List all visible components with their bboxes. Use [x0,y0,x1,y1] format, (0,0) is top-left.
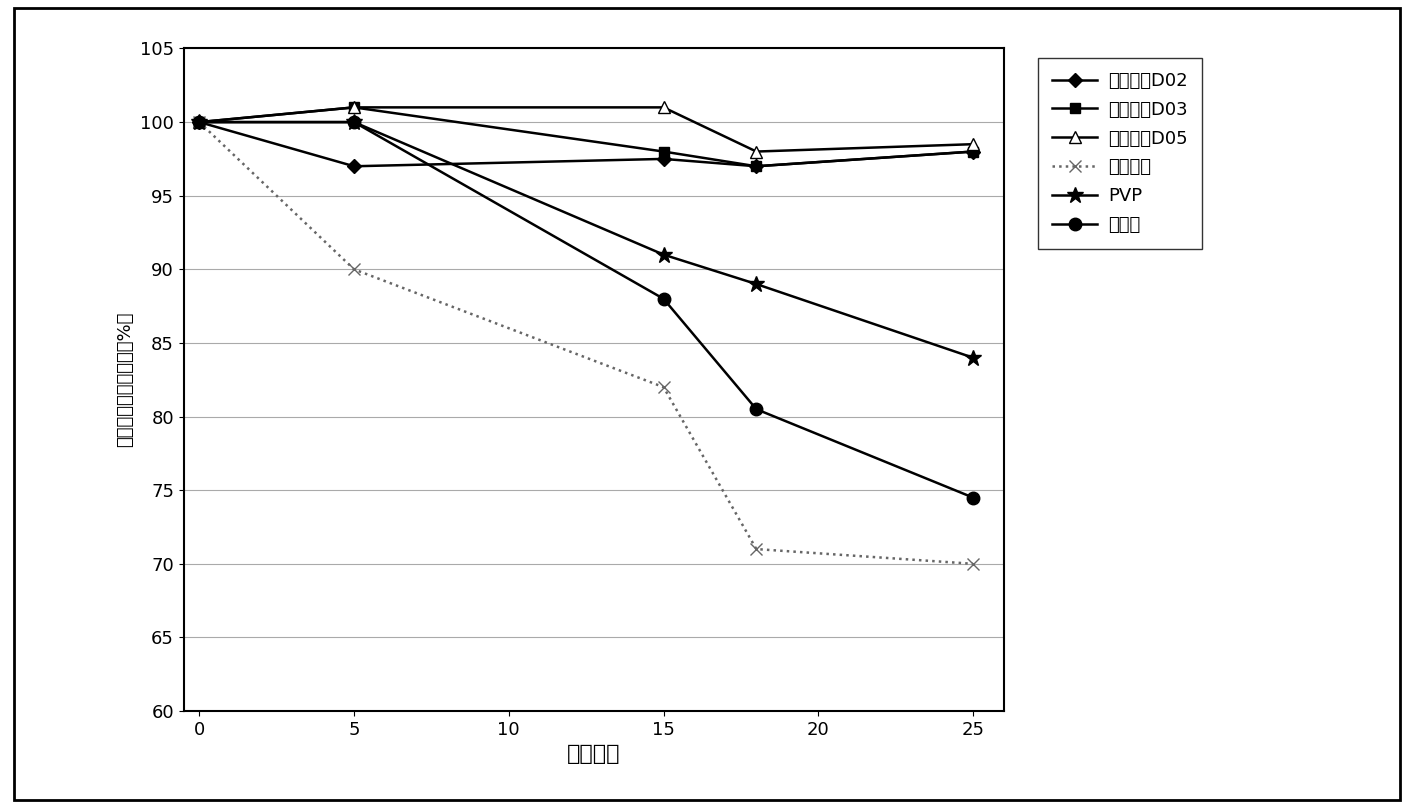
利匯德尔D05 [964,139,981,149]
利匯德尔D02 [748,162,765,171]
PVP [655,250,672,259]
利匯德尔D05 [191,117,208,127]
葡聚糖 [748,404,765,414]
Line: 利匯德尔D03: 利匯德尔D03 [195,103,978,171]
利匯德尔D02 [655,154,672,164]
支链淠粉 [655,382,672,392]
支链淠粉 [191,117,208,127]
X-axis label: 经过天数: 经过天数 [567,744,621,764]
利匯德尔D03 [345,103,362,112]
Line: 利匯德尔D05: 利匯德尔D05 [194,102,978,157]
PVP [345,117,362,127]
Line: 支链淠粉: 支链淠粉 [194,116,978,570]
利匯德尔D05 [345,103,362,112]
利匯德尔D05 [655,103,672,112]
Line: PVP: PVP [191,114,981,366]
PVP [964,353,981,363]
利匯德尔D02 [191,117,208,127]
利匯德尔D03 [191,117,208,127]
支链淠粉 [748,545,765,554]
利匯德尔D05 [748,147,765,157]
Line: 利匯德尔D02: 利匯德尔D02 [195,117,978,171]
利匯德尔D03 [748,162,765,171]
利匯德尔D02 [345,162,362,171]
葡聚糖 [191,117,208,127]
葡聚糖 [964,493,981,503]
利匯德尔D03 [964,147,981,157]
利匯德尔D02 [964,147,981,157]
支链淠粉 [345,264,362,274]
Line: 葡聚糖: 葡聚糖 [194,116,980,504]
Y-axis label: 相对于初始値的变化（%）: 相对于初始値的变化（%） [116,312,134,448]
Legend: 利匯德尔D02, 利匯德尔D03, 利匯德尔D05, 支链淠粉, PVP, 葡聚糖: 利匯德尔D02, 利匯德尔D03, 利匯德尔D05, 支链淠粉, PVP, 葡聚… [1038,57,1202,249]
支链淠粉 [964,559,981,569]
PVP [191,117,208,127]
利匯德尔D03 [655,147,672,157]
葡聚糖 [655,294,672,304]
PVP [748,280,765,289]
葡聚糖 [345,117,362,127]
